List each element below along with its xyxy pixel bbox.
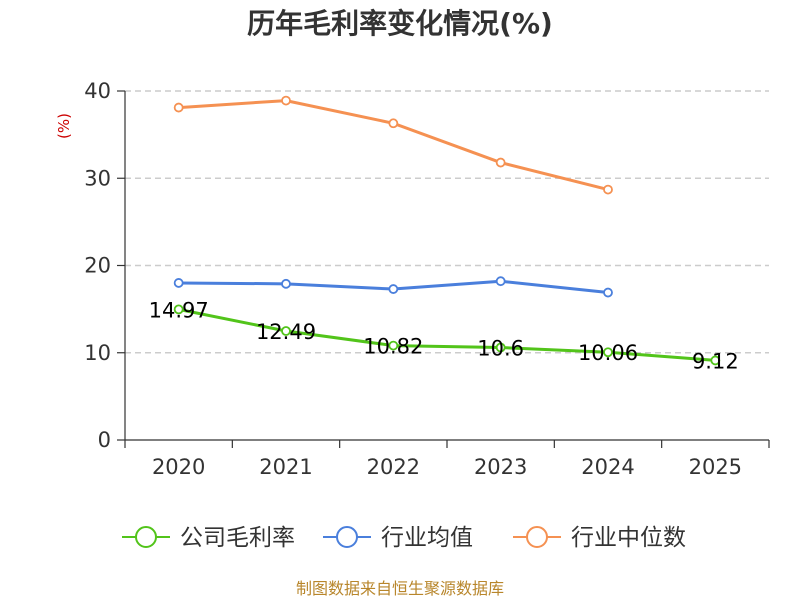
data-label-2020: 14.97 (149, 298, 209, 322)
gridlines (125, 90, 769, 354)
data-label-2023: 10.6 (477, 337, 524, 361)
point-1-2022 (388, 284, 399, 294)
point-0-2020 (173, 304, 184, 315)
point-1-2023 (495, 276, 506, 287)
y-tick-label-0: 0 (98, 428, 111, 452)
point-0-2023 (495, 342, 506, 353)
legend-item-0: 公司毛利率 (122, 525, 295, 551)
point-0-2025 (710, 355, 721, 366)
legend-marker-2 (526, 526, 548, 548)
data-label-2021: 12.49 (256, 320, 316, 344)
legend-marker-1 (336, 526, 358, 548)
y-tick-label-20: 20 (84, 254, 111, 278)
legend-label-1: 行业均值 (381, 525, 473, 551)
y-tick-label-30: 30 (84, 166, 111, 190)
data-label-2022: 10.82 (363, 335, 423, 359)
point-0-2024 (603, 347, 613, 358)
legend: 公司毛利率 行业均值 行业中位数 (122, 525, 686, 551)
legend-marker-0 (135, 526, 157, 548)
x-tick-label-2023: 2023 (474, 455, 527, 479)
series-2 (173, 95, 613, 195)
point-1-2020 (173, 278, 184, 288)
point-0-2021 (281, 326, 291, 336)
legend-label-0: 公司毛利率 (180, 525, 295, 551)
point-1-2024 (603, 287, 613, 298)
point-2-2023 (495, 157, 506, 168)
point-0-2022 (388, 340, 399, 351)
legend-item-1: 行业均值 (323, 525, 473, 551)
point-2-2021 (281, 95, 291, 106)
y-axis-label: (%) (55, 113, 73, 139)
legend-label-2: 行业中位数 (571, 525, 686, 551)
x-tick-label-2020: 2020 (152, 455, 205, 479)
data-label-2024: 10.06 (578, 341, 638, 365)
series-line-0 (178, 307, 716, 362)
source-note: 制图数据来自恒生聚源数据库 (296, 579, 504, 598)
series-0 (173, 304, 721, 366)
data-label-2025: 9.12 (692, 349, 739, 373)
series-1 (173, 276, 613, 298)
point-1-2021 (281, 278, 291, 289)
y-tick-label-40: 40 (84, 79, 111, 103)
series-layer (173, 95, 721, 366)
point-2-2024 (603, 184, 613, 195)
series-line-2 (178, 99, 609, 192)
data-labels: 14.97 12.49 10.82 10.6 10.06 9.12 (149, 298, 739, 373)
x-tick-label-2024: 2024 (581, 455, 634, 479)
y-tick-label-10: 10 (84, 341, 111, 365)
point-2-2020 (173, 102, 184, 113)
axes: 0 10 20 30 40 2020 2021 2022 2023 2024 2025 (84, 79, 770, 479)
chart-title: 历年毛利率变化情况(%) (247, 7, 553, 40)
legend-item-2: 行业中位数 (513, 525, 686, 551)
x-tick-label-2022: 2022 (367, 455, 420, 479)
x-tick-label-2025: 2025 (689, 455, 742, 479)
x-tick-label-2021: 2021 (259, 455, 312, 479)
point-2-2022 (388, 118, 399, 129)
